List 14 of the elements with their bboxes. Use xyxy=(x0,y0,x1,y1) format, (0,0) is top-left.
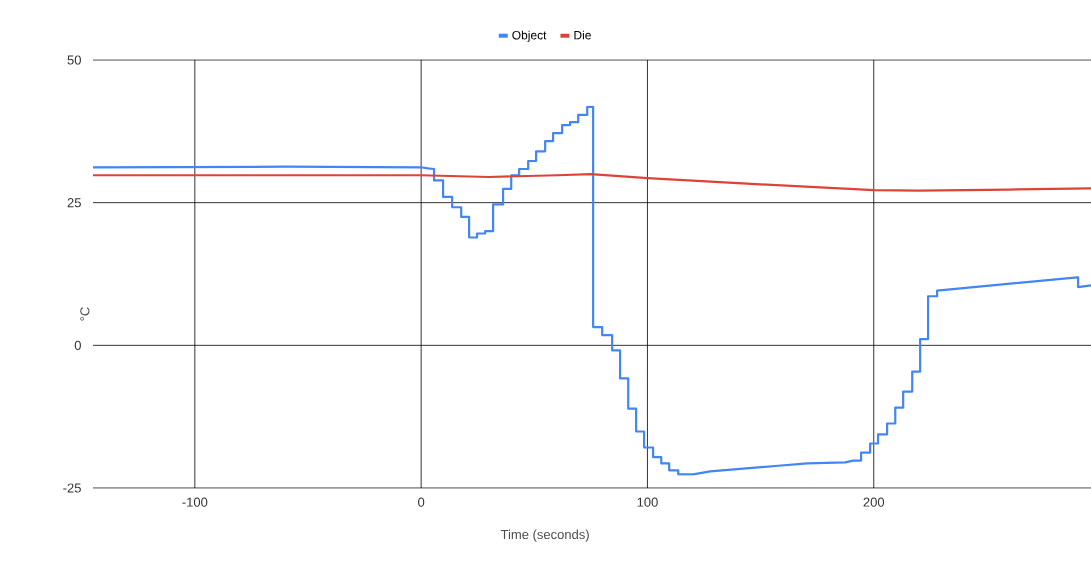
y-tick-label: -25 xyxy=(63,483,81,493)
x-tick-label: 100 xyxy=(637,497,658,507)
x-tick-label: 200 xyxy=(863,497,885,507)
x-tick-label: -100 xyxy=(182,497,208,507)
x-axis-title: Time (seconds) xyxy=(500,529,589,542)
y-tick-label: 0 xyxy=(74,340,81,350)
line-series xyxy=(93,105,1091,476)
y-axis-title: °C xyxy=(80,307,90,321)
x-tick-label: 0 xyxy=(418,497,425,507)
line-series xyxy=(93,173,1091,192)
legend-label: Die xyxy=(574,30,591,40)
legend-label: Object xyxy=(512,30,547,42)
y-tick-label: 50 xyxy=(67,55,81,65)
y-tick-label: 25 xyxy=(67,198,81,208)
